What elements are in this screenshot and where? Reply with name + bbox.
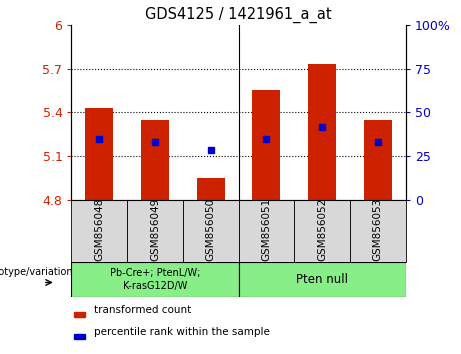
Bar [85, 108, 113, 200]
Bar [364, 120, 392, 200]
Bar [74, 334, 85, 339]
Bar [71, 262, 239, 297]
Text: GSM856048: GSM856048 [95, 198, 104, 261]
Title: GDS4125 / 1421961_a_at: GDS4125 / 1421961_a_at [145, 7, 332, 23]
Text: transformed count: transformed count [95, 305, 192, 315]
Bar [183, 200, 238, 262]
Text: genotype/variation: genotype/variation [0, 267, 73, 277]
Text: Pten null: Pten null [296, 273, 348, 286]
Text: GSM856053: GSM856053 [373, 198, 383, 261]
Bar [238, 200, 294, 262]
Bar [308, 64, 336, 200]
Bar [253, 91, 280, 200]
Bar [127, 200, 183, 262]
Text: GSM856050: GSM856050 [206, 198, 216, 261]
Bar [74, 312, 85, 317]
Text: Pb-Cre+; PtenL/W;
K-rasG12D/W: Pb-Cre+; PtenL/W; K-rasG12D/W [110, 268, 200, 291]
Text: GSM856049: GSM856049 [150, 198, 160, 261]
Bar [141, 120, 169, 200]
Bar [350, 200, 406, 262]
Text: GSM856052: GSM856052 [317, 198, 327, 261]
Bar [238, 262, 406, 297]
Bar [197, 178, 225, 200]
Text: GSM856051: GSM856051 [261, 198, 272, 261]
Bar [71, 200, 127, 262]
Text: percentile rank within the sample: percentile rank within the sample [95, 327, 270, 337]
Bar [294, 200, 350, 262]
